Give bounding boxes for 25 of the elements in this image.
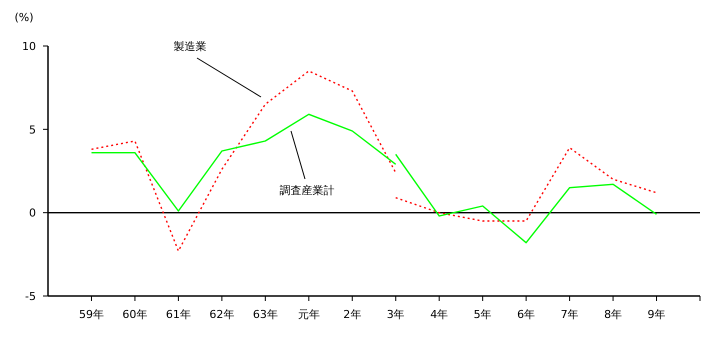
x-tick-label: 3年 <box>386 308 405 321</box>
line-series <box>90 114 396 212</box>
x-tick-label: 8年 <box>604 308 622 321</box>
line-series <box>90 70 396 252</box>
line-series <box>395 147 658 222</box>
y-tick-label: -5 <box>25 290 36 303</box>
y-tick-label: 0 <box>29 206 36 220</box>
y-tick-label: 5 <box>29 123 36 136</box>
annotation: 製造業 <box>174 40 206 53</box>
x-tick-label: 63年 <box>252 308 278 321</box>
x-tick-label: 2年 <box>343 308 362 321</box>
y-axis-title: (%) <box>14 11 34 24</box>
x-tick-label: 6年 <box>517 308 536 321</box>
x-tick-label: 60年 <box>122 308 148 321</box>
x-tick-label: 4年 <box>430 308 448 321</box>
x-tick-label: 元年 <box>298 308 320 321</box>
annotation: 調査産業計 <box>280 184 334 197</box>
x-tick-label: 7年 <box>560 308 579 321</box>
x-tick-label: 9年 <box>648 308 666 321</box>
line-series <box>395 154 658 244</box>
x-tick-label: 59年 <box>78 308 104 321</box>
y-tick-label: 10 <box>22 40 36 53</box>
x-tick-label: 61年 <box>166 308 191 321</box>
x-tick-label: 62年 <box>209 308 234 321</box>
x-tick-label: 5年 <box>474 308 492 321</box>
